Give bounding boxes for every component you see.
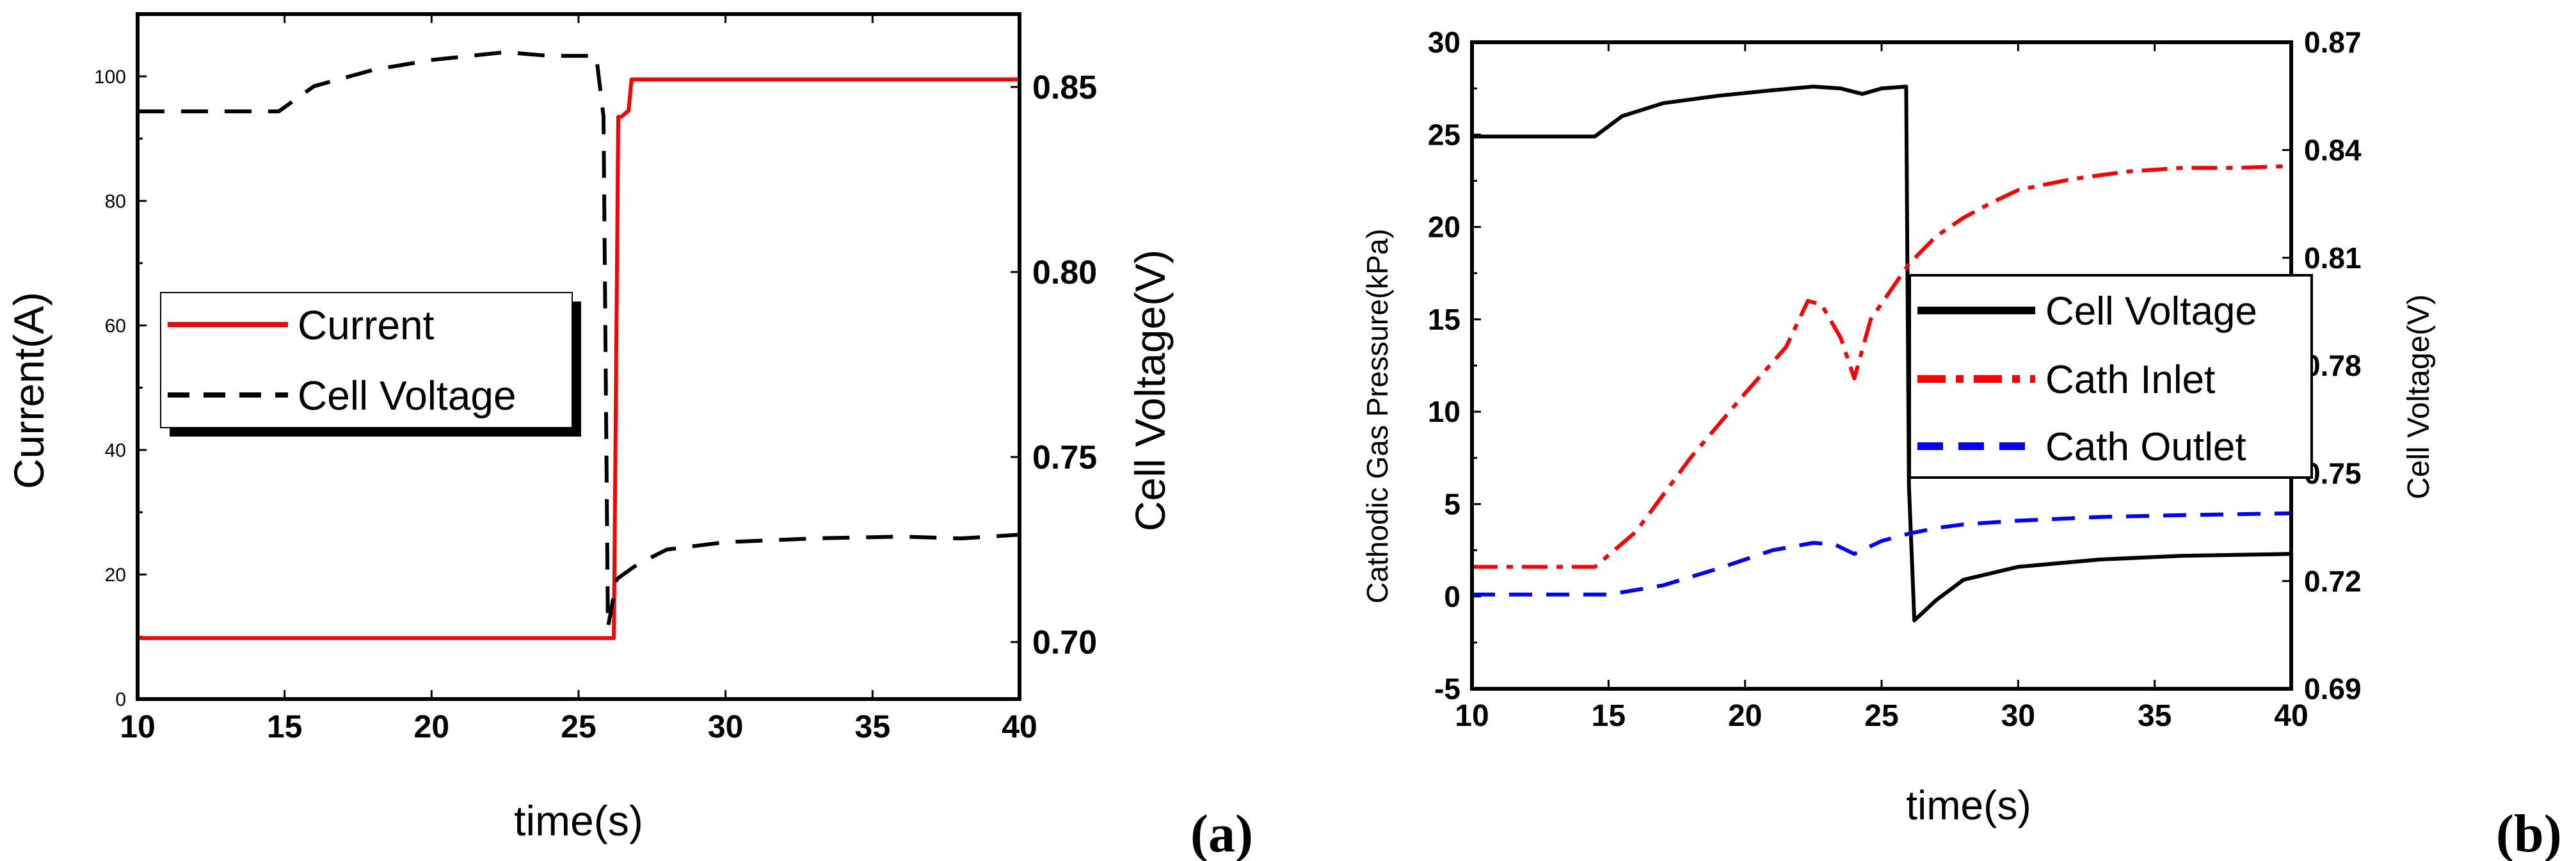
chart-b-y2tick-label: 0.72 <box>2304 565 2362 598</box>
chart-b-xtick-label: 30 <box>2001 699 2035 733</box>
chart-b-series-cell-voltage <box>1472 84 2292 623</box>
chart-b-y2tick-label: 0.87 <box>2304 26 2362 59</box>
chart-a-ytick-label: 0 <box>115 689 126 711</box>
chart-b-legend-inlet-label: Cath Inlet <box>2045 358 2215 402</box>
chart-a-series-current <box>138 77 1020 640</box>
chart-a-plot-frame <box>136 12 1021 701</box>
chart-b-xtick-label: 10 <box>1455 699 1489 733</box>
chart-b-xtick-label: 20 <box>1728 699 1762 733</box>
chart-b-y2tick-label: 0.81 <box>2304 241 2362 275</box>
chart-b-series-cath-inlet <box>1472 164 2292 569</box>
chart-a-y2tick-label: 0.75 <box>1032 439 1097 476</box>
chart-a-y2tick-label: 0.70 <box>1032 624 1097 661</box>
chart-b-ytick-label: 10 <box>1428 395 1460 428</box>
chart-b-ylabel: Cathodic Gas Pressure(kPa) <box>1361 229 1394 603</box>
chart-b-ytick-label: 20 <box>1428 211 1460 244</box>
chart-b-ytick-label: 5 <box>1444 488 1460 521</box>
chart-a-xtick-label: 40 <box>1002 709 1037 744</box>
chart-b-ytick-label: 30 <box>1428 26 1460 59</box>
chart-b: Cathodic Gas Pressure(kPa) Cell Voltage(… <box>1361 26 2562 861</box>
chart-a-xtick-label: 20 <box>414 709 450 744</box>
chart-b-xtick-label: 35 <box>2138 699 2172 733</box>
chart-a-xtick-label: 15 <box>267 709 303 744</box>
chart-b-ytick-label: 25 <box>1428 118 1460 151</box>
chart-b-xlabel: time(s) <box>1906 782 2031 828</box>
chart-b-y2tick-label: 0.78 <box>2304 349 2362 382</box>
chart-b-y2tick-label: 0.69 <box>2304 672 2362 705</box>
chart-b-legend-voltage-label: Cell Voltage <box>2045 289 2257 334</box>
chart-b-xtick-label: 40 <box>2274 699 2308 733</box>
chart-a-legend-current-label: Current <box>298 302 435 348</box>
chart-b-ytick-label: 15 <box>1428 303 1460 336</box>
chart-a-xtick-label: 10 <box>120 709 156 744</box>
chart-a-xtick-label: 30 <box>708 709 744 744</box>
chart-a-ytick-label: 80 <box>105 191 126 212</box>
chart-a-legend: Current Cell Voltage <box>160 292 581 437</box>
chart-b-series-cath-outlet <box>1472 511 2292 597</box>
chart-a-ytick-label: 100 <box>94 67 126 88</box>
chart-a-xtick-label: 35 <box>855 709 891 744</box>
chart-b-xtick-label: 25 <box>1864 699 1898 733</box>
chart-a-panel-label: (a) <box>1190 804 1253 861</box>
chart-a-ylabel: Current(A) <box>5 292 52 489</box>
chart-b-y2label: Cell Voltage(V) <box>2402 294 2436 499</box>
chart-b-xtick-label: 15 <box>1592 699 1626 733</box>
chart-a-series-cell-voltage <box>138 50 1020 629</box>
chart-a-y2tick-label: 0.80 <box>1032 254 1097 291</box>
chart-a-ytick-label: 40 <box>105 440 126 461</box>
chart-b-legend: Cell Voltage Cath Inlet Cath Outlet <box>1908 274 2313 479</box>
chart-a: Current(A) Cell Voltage(V) time(s) (a) 1… <box>5 12 1253 861</box>
chart-a-ytick-label: 60 <box>105 316 126 337</box>
chart-a-legend-box <box>160 292 573 428</box>
chart-a-y2tick-label: 0.85 <box>1032 69 1097 106</box>
chart-b-ytick-label: -5 <box>1434 672 1460 705</box>
chart-a-legend-voltage-label: Cell Voltage <box>298 373 516 419</box>
chart-b-ytick-label: 0 <box>1444 580 1460 613</box>
chart-a-xlabel: time(s) <box>514 797 643 844</box>
chart-a-xtick-label: 25 <box>561 709 596 744</box>
chart-a-y2label: Cell Voltage(V) <box>1126 250 1174 531</box>
chart-b-y2tick-label: 0.84 <box>2304 133 2362 166</box>
chart-a-ytick-label: 20 <box>105 565 126 586</box>
chart-b-y2tick-label: 0.75 <box>2304 456 2362 490</box>
chart-b-legend-outlet-label: Cath Outlet <box>2045 425 2246 469</box>
chart-b-panel-label: (b) <box>2496 804 2562 861</box>
